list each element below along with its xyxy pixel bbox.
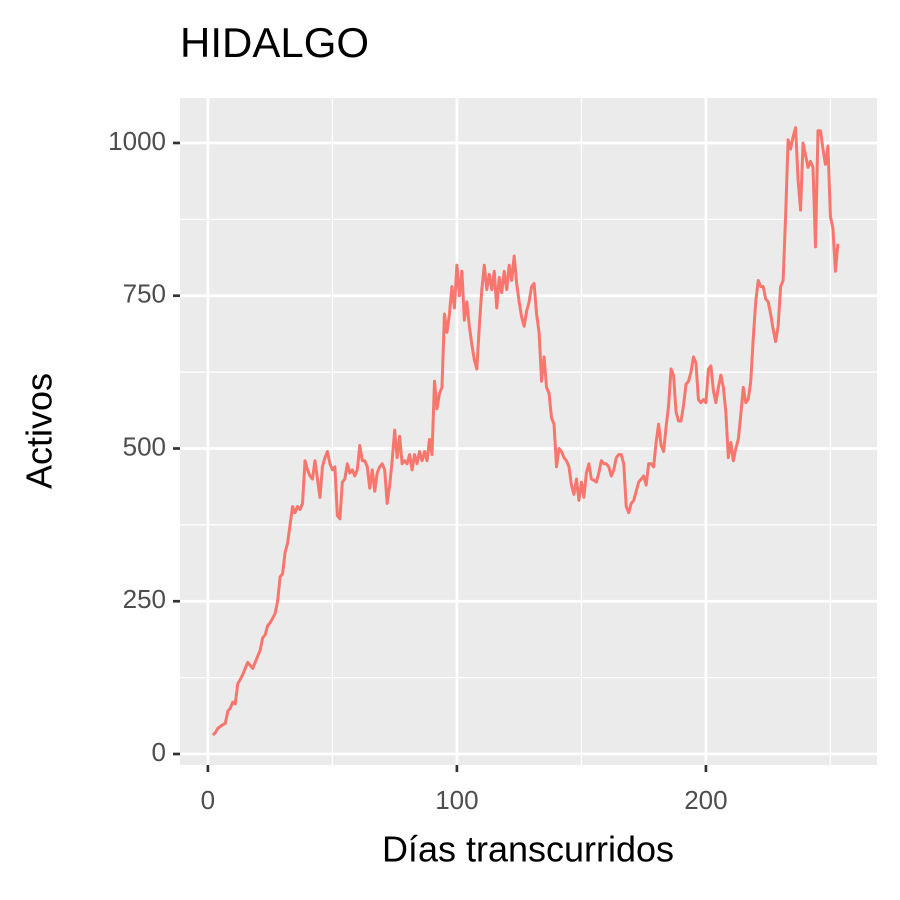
panel bbox=[180, 98, 877, 765]
y-tick-label: 500 bbox=[123, 431, 166, 461]
x-tick-label: 100 bbox=[435, 785, 478, 815]
y-tick-label: 250 bbox=[123, 584, 166, 614]
y-tick-label: 0 bbox=[152, 737, 166, 767]
x-tick-label: 200 bbox=[684, 785, 727, 815]
data-line bbox=[211, 126, 840, 737]
x-axis-label: Días transcurridos bbox=[382, 829, 674, 870]
y-axis-label: Activos bbox=[19, 373, 60, 489]
y-tick-label: 1000 bbox=[108, 126, 166, 156]
chart-title: HIDALGO bbox=[180, 19, 369, 66]
x-tick-label: 0 bbox=[201, 785, 215, 815]
y-tick-label: 750 bbox=[123, 279, 166, 309]
